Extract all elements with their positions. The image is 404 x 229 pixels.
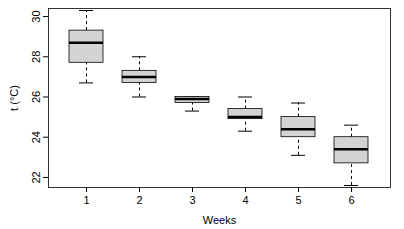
svg-text:28: 28 bbox=[30, 51, 42, 63]
svg-text:26: 26 bbox=[30, 91, 42, 103]
svg-text:22: 22 bbox=[30, 171, 42, 183]
svg-text:Weeks: Weeks bbox=[203, 214, 237, 226]
svg-text:5: 5 bbox=[295, 194, 301, 206]
svg-text:24: 24 bbox=[30, 131, 42, 143]
svg-text:6: 6 bbox=[348, 194, 354, 206]
svg-text:4: 4 bbox=[242, 194, 248, 206]
svg-text:t (°C): t (°C) bbox=[8, 85, 20, 111]
svg-text:2: 2 bbox=[136, 194, 142, 206]
svg-text:30: 30 bbox=[30, 10, 42, 22]
svg-text:3: 3 bbox=[189, 194, 195, 206]
svg-text:1: 1 bbox=[83, 194, 89, 206]
